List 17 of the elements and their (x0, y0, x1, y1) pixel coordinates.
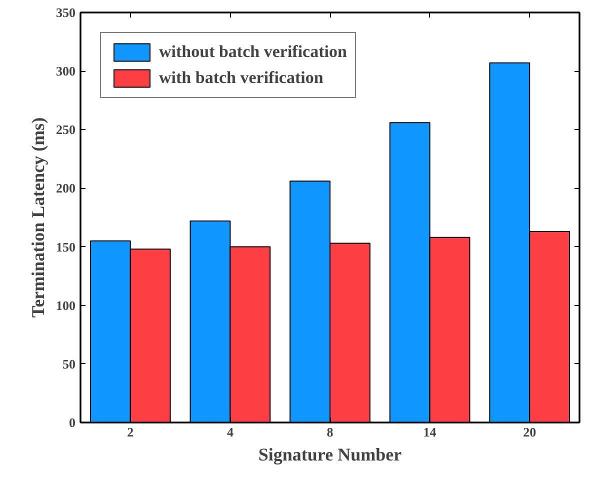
x-tick-label: 8 (326, 424, 334, 440)
y-tick-label: 100 (56, 298, 76, 313)
y-tick-label: 150 (56, 239, 76, 254)
x-tick-label: 20 (523, 424, 536, 440)
y-tick-label: 50 (62, 356, 76, 372)
y-axis-title: Termination Latency (ms) (28, 117, 48, 318)
legend-label: with batch verification (159, 68, 324, 88)
y-tick-label: 200 (56, 180, 76, 196)
x-tick-label: 14 (423, 424, 437, 440)
legend-label: without batch verification (159, 42, 347, 62)
y-tick-label: 0 (69, 415, 76, 430)
y-tick-label: 300 (56, 64, 76, 79)
y-tick-label: 350 (56, 5, 76, 20)
y-tick-label: 250 (56, 122, 76, 138)
x-tick-label: 4 (226, 424, 234, 440)
x-axis-title: Signature Number (258, 444, 402, 464)
x-tick-label: 2 (127, 424, 134, 440)
